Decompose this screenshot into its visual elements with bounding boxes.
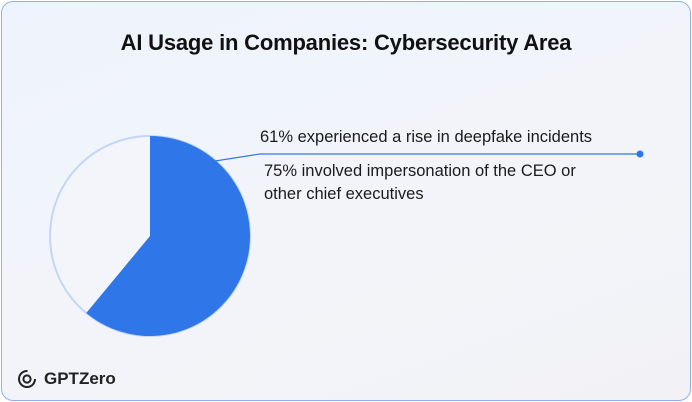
callout-line — [176, 153, 261, 168]
brand-logo: GPTZero — [16, 368, 116, 390]
brand-name: GPTZero — [44, 369, 116, 388]
annotation-ceo-impersonation: 75% involved impersonation of the CEO or… — [264, 162, 576, 203]
callout-end-dot — [636, 150, 644, 158]
annotation-deepfake-rise: 61% experienced a rise in deepfake incid… — [260, 128, 593, 146]
pie-slice-deepfake-rise — [86, 136, 250, 337]
gptzero-logo-icon — [18, 370, 36, 388]
chart-title: AI Usage in Companies: Cybersecurity Are… — [120, 30, 572, 55]
